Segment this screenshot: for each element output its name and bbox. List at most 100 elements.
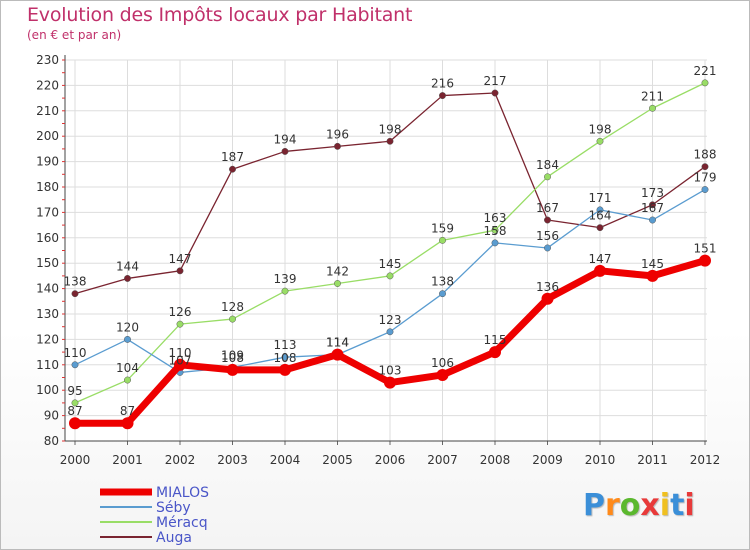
data-label-mialos: 103 [379,364,402,378]
data-label-auga: 164 [589,209,612,223]
logo-letter: x [640,488,660,523]
data-point-méracq [491,226,499,234]
data-label-auga: 217 [484,74,507,88]
data-label-auga: 216 [431,77,454,91]
data-point-mialos [121,417,134,430]
data-point-mialos [279,363,291,376]
data-label-mialos: 87 [67,404,82,418]
x-tick-label: 2006 [375,453,406,467]
y-tick-label: 170 [36,205,59,219]
y-tick-label: 190 [36,155,59,169]
data-point-mialos [541,292,554,305]
proxiti-logo: Proxiti [583,488,695,523]
data-point-mialos [594,264,606,277]
data-label-séby: 167 [641,201,664,215]
data-point-auga [544,216,551,224]
data-point-méracq [71,399,79,407]
data-label-méracq: 163 [484,211,507,225]
chart-subtitle: (en € et par an) [27,28,122,42]
y-tick-label: 140 [36,282,59,296]
data-label-auga: 147 [169,252,192,266]
data-point-méracq [124,376,131,384]
data-point-auga [124,274,131,282]
y-tick-label: 120 [36,332,59,346]
data-point-mialos [489,346,501,359]
data-label-auga: 194 [274,132,297,146]
y-tick-label: 80 [44,434,59,448]
x-tick-label: 2005 [322,453,353,467]
x-tick-label: 2002 [165,453,196,467]
data-label-auga: 173 [641,186,664,200]
data-point-méracq [649,104,656,112]
data-point-mialos [436,368,449,381]
x-tick-label: 2009 [532,453,563,467]
data-label-séby: 156 [536,229,559,243]
data-label-méracq: 198 [589,122,612,136]
data-point-méracq [176,320,184,328]
x-tick-label: 2000 [60,453,91,467]
y-tick-label: 90 [44,409,59,423]
data-label-auga: 187 [221,150,244,164]
data-point-séby [124,335,131,343]
data-label-séby: 107 [169,353,192,367]
data-label-séby: 179 [694,171,717,185]
data-label-mialos: 110 [169,346,192,360]
data-label-mialos: 114 [326,336,349,350]
data-label-auga: 196 [326,127,349,141]
data-label-mialos: 108 [221,351,244,365]
data-label-auga: 198 [379,122,402,136]
data-point-mialos [646,269,659,282]
data-label-séby: 158 [484,224,507,238]
data-label-méracq: 159 [431,221,454,235]
data-label-mialos: 145 [641,257,664,271]
data-point-méracq [334,280,341,287]
data-point-auga [596,224,604,232]
data-label-méracq: 142 [326,265,349,279]
data-label-méracq: 95 [67,384,82,398]
data-point-séby [701,186,709,193]
logo-letter: o [619,488,641,523]
y-tick-label: 160 [36,231,59,245]
legend-label-auga: Auga [156,530,192,546]
y-tick-label: 200 [36,129,59,143]
data-label-séby: 109 [221,348,244,362]
data-label-méracq: 184 [536,158,559,172]
data-label-mialos: 87 [120,404,135,418]
legend-label-séby: Séby [156,500,191,516]
data-point-séby [281,353,289,361]
y-tick-label: 130 [36,307,59,321]
y-tick-label: 220 [36,78,59,92]
data-label-séby: 123 [379,313,402,327]
data-label-méracq: 145 [379,257,402,271]
data-point-mialos [69,417,81,430]
data-label-mialos: 151 [694,242,717,256]
data-point-méracq [439,236,446,244]
data-label-méracq: 221 [694,64,717,78]
chart-title: Evolution des Impôts locaux par Habitant [27,4,413,26]
data-label-séby: 171 [589,191,612,205]
logo-letter: P [583,488,605,523]
data-label-mialos: 108 [274,351,297,365]
data-point-méracq [386,272,394,280]
data-label-auga: 188 [694,148,717,162]
data-point-séby [439,290,446,298]
data-point-mialos [699,254,711,267]
data-label-méracq: 128 [221,300,244,314]
y-tick-label: 210 [36,104,59,118]
data-point-séby [649,216,656,224]
data-label-auga: 144 [116,259,139,273]
data-label-séby: 113 [274,338,297,352]
data-point-auga [281,147,289,155]
data-point-auga [386,137,394,145]
data-label-auga: 167 [536,201,559,215]
logo-letter: i [684,488,695,523]
y-tick-label: 150 [36,256,59,270]
data-point-auga [229,165,236,173]
data-label-méracq: 139 [274,272,297,286]
x-tick-label: 2010 [585,453,616,467]
x-tick-label: 2004 [270,453,301,467]
data-point-auga [334,142,341,150]
data-label-mialos: 147 [589,252,612,266]
data-point-auga [176,267,184,275]
